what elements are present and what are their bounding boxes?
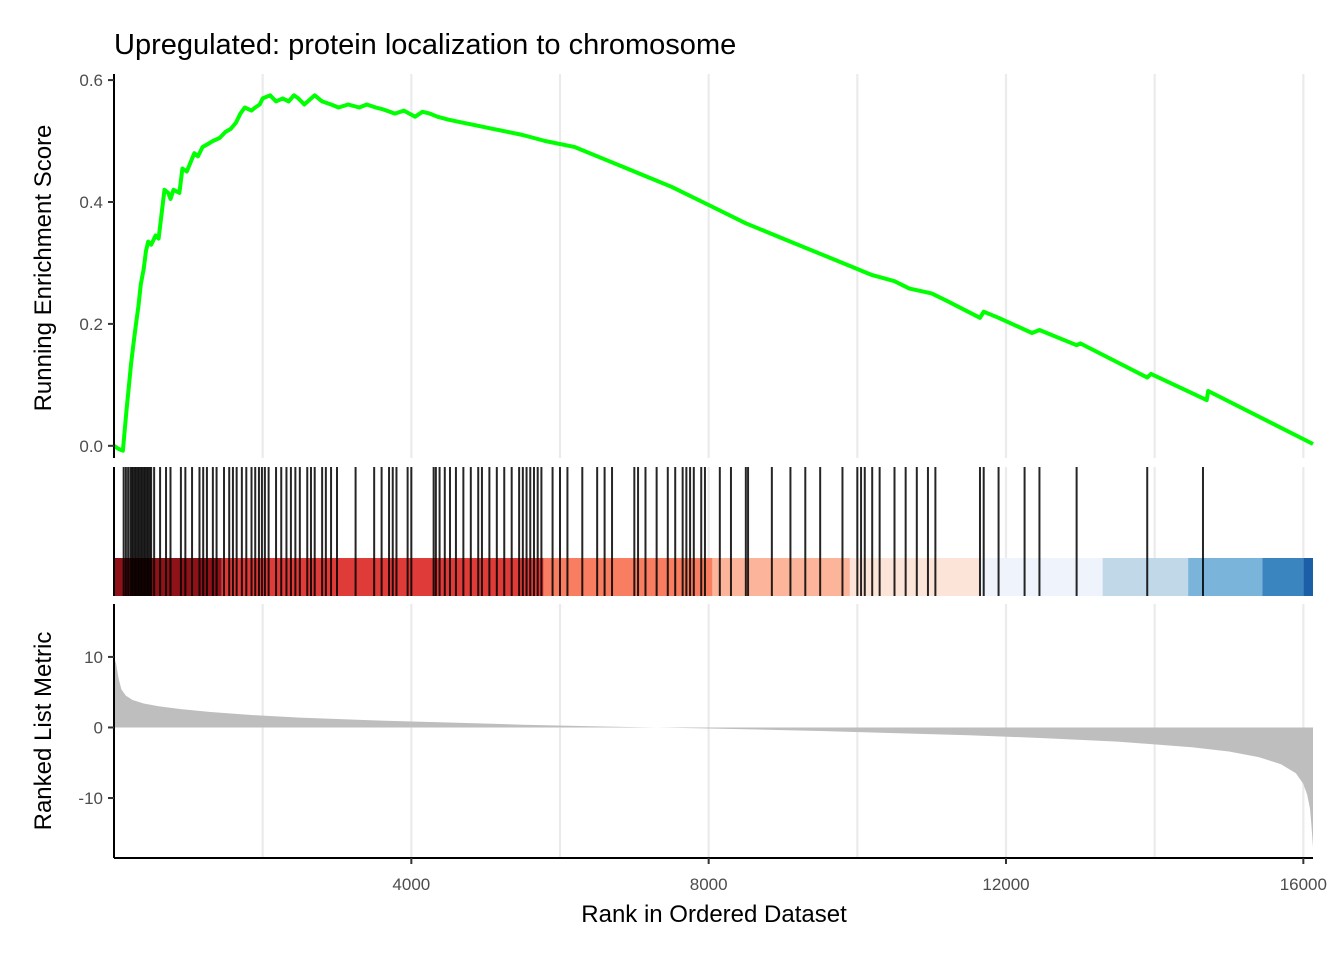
score-y-tick-label: 0.6 [79,71,103,90]
rank-color-bar [114,558,1313,596]
rank-color-segment [1262,558,1304,596]
rank-color-segment [1188,558,1263,596]
rank-color-segment [543,558,713,596]
rank-color-segment [979,558,1103,596]
metric-y-axis-label: Ranked List Metric [30,632,57,831]
rank-color-segment [221,558,544,596]
score-y-tick-label: 0.0 [79,437,103,456]
score-y-axis-label: Running Enrichment Score [30,125,57,412]
x-tick-label: 4000 [392,875,430,894]
score-y-tick-label: 0.2 [79,315,103,334]
ranked-list-metric-area [114,656,1313,848]
x-tick-label: 8000 [690,875,728,894]
x-tick-label: 12000 [982,875,1029,894]
rank-color-segment [712,558,850,596]
plot-title: Upregulated: protein localization to chr… [114,29,736,61]
gene-hit-ticks [113,467,1204,596]
score-gridlines [261,74,1305,458]
x-tick-label: 16000 [1280,875,1327,894]
ranked-metric-panel: -10 0 10 Ranked List Metric [30,604,1313,858]
x-axis: 4000 8000 12000 16000 [114,857,1327,894]
hits-panel [113,467,1313,596]
metric-y-tick-label: 10 [84,648,103,667]
rank-color-segment [1102,558,1189,596]
x-axis-label: Rank in Ordered Dataset [581,901,847,928]
score-y-ticks: 0.0 0.2 0.4 0.6 [79,71,115,458]
metric-y-tick-label: -10 [78,789,103,808]
metric-y-tick-label: 0 [94,718,103,737]
rank-color-segment [849,558,980,596]
running-enrichment-score-line [112,93,1314,453]
running-score-panel: 0.0 0.2 0.4 0.6 Running Enrichment Score [30,71,1314,458]
metric-y-ticks: -10 0 10 [78,604,115,858]
rank-color-segment [1303,558,1313,596]
score-y-tick-label: 0.4 [79,193,103,212]
